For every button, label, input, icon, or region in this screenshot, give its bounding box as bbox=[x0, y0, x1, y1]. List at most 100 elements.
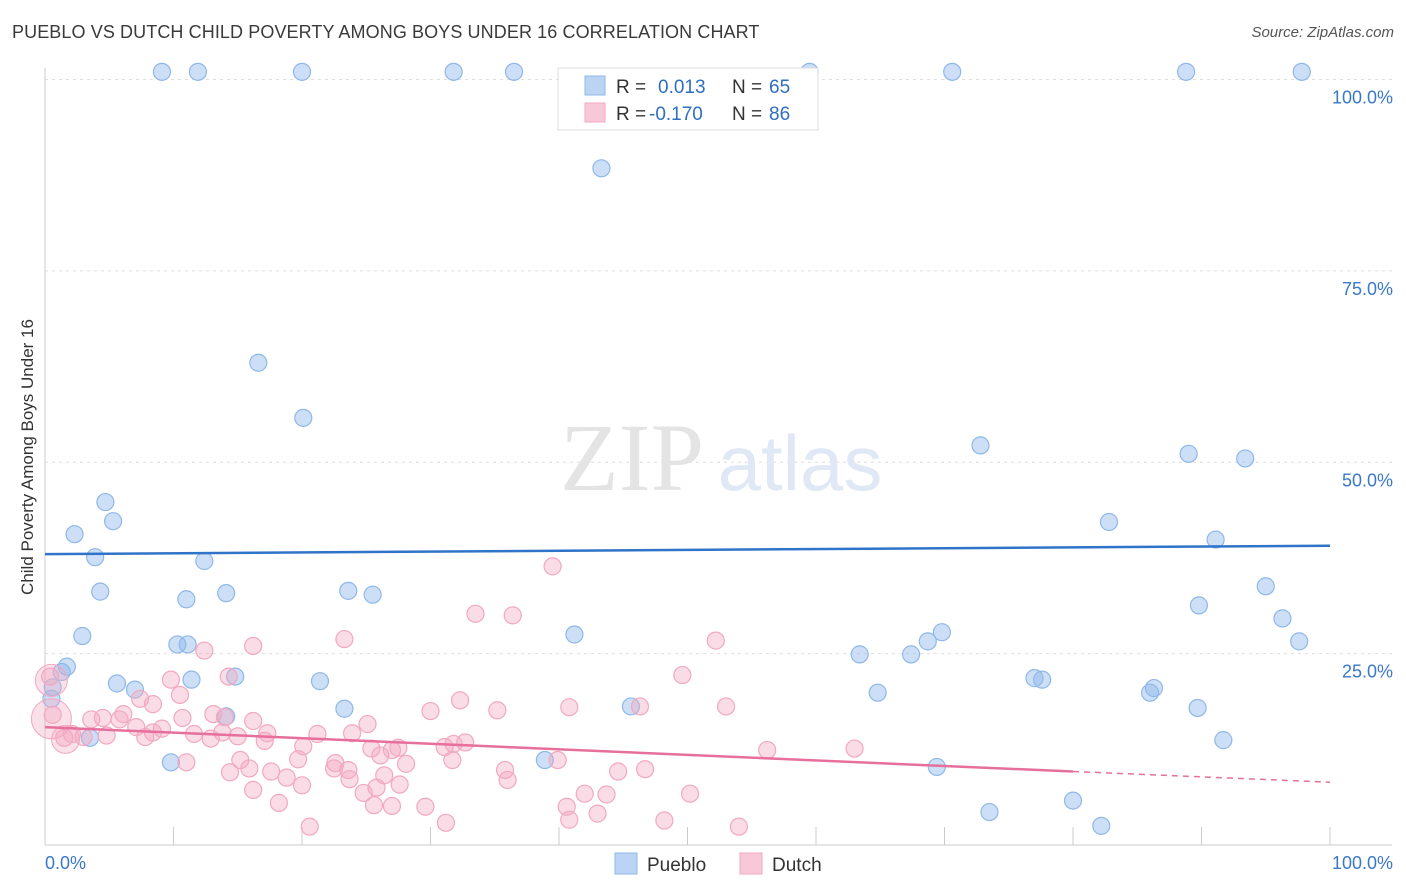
pueblo-point bbox=[310, 672, 330, 691]
pueblo-point bbox=[168, 635, 187, 654]
y-tick-label-50: 50.0% bbox=[1342, 470, 1393, 490]
pueblo-point bbox=[1292, 62, 1311, 81]
pueblo-point bbox=[918, 632, 937, 651]
dutch-point bbox=[173, 708, 192, 728]
pueblo-point bbox=[901, 645, 921, 664]
dutch-point bbox=[488, 701, 507, 720]
pueblo-point bbox=[86, 548, 105, 567]
pueblo-point bbox=[292, 62, 312, 81]
data-points bbox=[30, 62, 1311, 836]
dutch-point bbox=[244, 780, 263, 799]
dutch-point bbox=[364, 796, 384, 815]
stats-dutch-r-value: -0.170 bbox=[649, 104, 703, 125]
dutch-point-cluster bbox=[51, 724, 81, 754]
pueblo-point bbox=[565, 625, 584, 644]
pueblo-point bbox=[535, 750, 554, 770]
dutch-point bbox=[706, 631, 725, 650]
dutch-point bbox=[597, 785, 616, 804]
pueblo-point bbox=[161, 753, 181, 772]
pueblo-point bbox=[177, 590, 196, 609]
pueblo-point bbox=[504, 62, 524, 81]
axes bbox=[44, 68, 1392, 846]
pueblo-point bbox=[188, 62, 208, 81]
dutch-point bbox=[97, 726, 116, 745]
grid-lines bbox=[45, 79, 1392, 655]
x-tick-label-left: 0.0% bbox=[45, 853, 86, 873]
dutch-point bbox=[339, 760, 358, 780]
dutch-point bbox=[262, 762, 281, 781]
y-tick-label-25: 25.0% bbox=[1342, 662, 1393, 682]
dutch-point bbox=[195, 641, 214, 660]
pueblo-point bbox=[104, 512, 123, 531]
pueblo-point bbox=[335, 699, 354, 718]
y-tick-label-100: 100.0% bbox=[1332, 88, 1393, 108]
dutch-point bbox=[560, 698, 579, 717]
chart-title: PUEBLO VS DUTCH CHILD POVERTY AMONG BOYS… bbox=[12, 22, 760, 42]
dutch-point bbox=[289, 750, 308, 769]
pueblo-point bbox=[96, 492, 115, 512]
watermark-zip: ZIP bbox=[560, 404, 704, 511]
dutch-point bbox=[300, 817, 319, 836]
pueblo-point bbox=[1063, 791, 1083, 810]
pueblo-point bbox=[107, 674, 127, 693]
dutch-point bbox=[680, 784, 700, 803]
dutch-point bbox=[204, 704, 223, 724]
dutch-point bbox=[269, 793, 288, 812]
dutch-point bbox=[466, 604, 485, 623]
dutch-point bbox=[729, 817, 749, 836]
pueblo-point bbox=[125, 680, 145, 699]
tick-labels: 100.0% 75.0% 50.0% 25.0% 0.0% 100.0% bbox=[45, 88, 1393, 874]
y-tick-label-75: 75.0% bbox=[1342, 279, 1393, 299]
dutch-point bbox=[498, 770, 517, 790]
dutch-point bbox=[382, 740, 402, 760]
chart-source: Source: ZipAtlas.com bbox=[1251, 24, 1394, 41]
dutch-point bbox=[450, 691, 470, 710]
pueblo-point bbox=[178, 635, 197, 654]
pueblo-point bbox=[1188, 698, 1207, 718]
dutch-point bbox=[609, 762, 628, 781]
dutch-point bbox=[41, 667, 60, 686]
watermark: ZIP atlas bbox=[560, 404, 882, 511]
pueblo-point bbox=[980, 802, 999, 822]
dutch-point bbox=[220, 763, 240, 782]
pueblo-point bbox=[1033, 670, 1052, 689]
stats-pueblo-r-value: 0.013 bbox=[658, 77, 706, 98]
pueblo-point bbox=[1273, 609, 1292, 628]
pueblo-point bbox=[1176, 62, 1196, 81]
dutch-point bbox=[716, 697, 736, 716]
dutch-point bbox=[845, 739, 864, 758]
dutch-point bbox=[588, 804, 607, 823]
dutch-point bbox=[436, 813, 456, 832]
dutch-point bbox=[277, 768, 296, 787]
dutch-point bbox=[635, 760, 655, 779]
pueblo-point bbox=[1189, 596, 1209, 615]
dutch-point bbox=[292, 776, 312, 795]
dutch-point bbox=[240, 759, 259, 778]
pueblo-point bbox=[971, 436, 990, 455]
dutch-point bbox=[335, 629, 354, 649]
pueblo-point bbox=[152, 62, 172, 81]
dutch-point bbox=[340, 770, 359, 789]
stats-pueblo-swatch bbox=[584, 75, 606, 96]
pueblo-point bbox=[1256, 577, 1275, 596]
pueblo-point bbox=[943, 62, 962, 81]
dutch-point bbox=[343, 724, 362, 743]
dutch-point-cluster bbox=[34, 663, 68, 697]
dutch-point bbox=[43, 705, 62, 724]
pueblo-point bbox=[1099, 512, 1119, 532]
pueblo-point bbox=[43, 678, 62, 697]
dutch-point bbox=[456, 733, 475, 752]
dutch-point bbox=[396, 754, 416, 773]
pueblo-point bbox=[1025, 669, 1044, 688]
pueblo-point bbox=[195, 551, 214, 571]
dutch-point bbox=[371, 746, 390, 765]
pueblo-point bbox=[1236, 449, 1255, 468]
dutch-point bbox=[161, 670, 181, 689]
pueblo-point bbox=[1092, 816, 1111, 835]
pueblo-point bbox=[1179, 444, 1198, 463]
dutch-point bbox=[382, 796, 402, 816]
stats-dutch-r-label: R = bbox=[616, 104, 646, 125]
pueblo-point bbox=[1144, 678, 1164, 698]
dutch-point bbox=[630, 697, 650, 716]
